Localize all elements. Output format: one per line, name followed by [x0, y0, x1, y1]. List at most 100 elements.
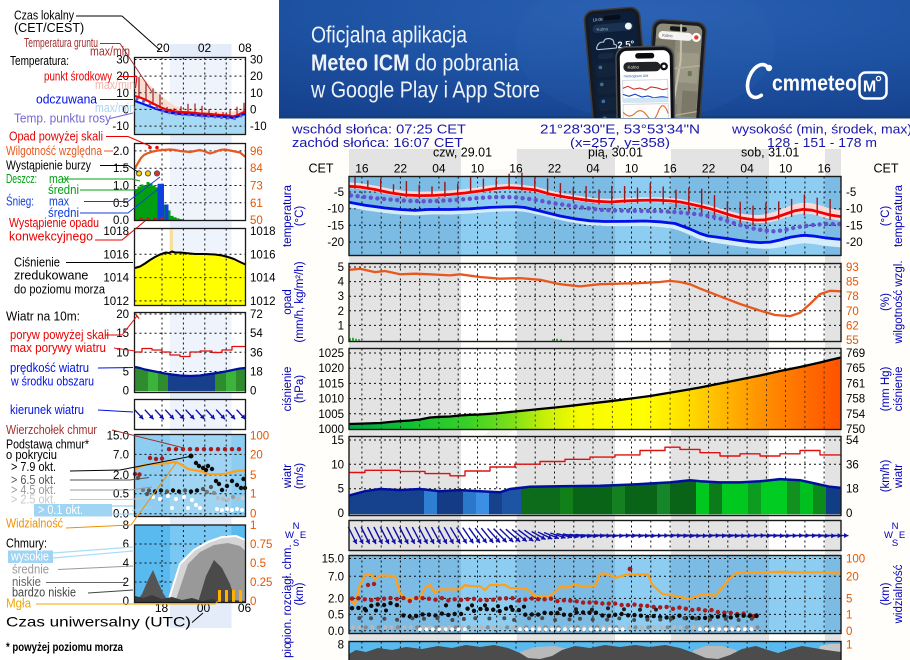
svg-text:punkt środkowy: punkt środkowy	[44, 69, 113, 83]
svg-text:0.5: 0.5	[113, 198, 129, 210]
svg-text:(mm/h, kg/m²/h): (mm/h, kg/m²/h)	[294, 261, 306, 342]
svg-text:meteogram UM: meteogram UM	[624, 74, 649, 78]
svg-text:1015: 1015	[318, 378, 344, 390]
svg-text:2.0: 2.0	[113, 146, 129, 158]
svg-text:Czas uniwersalny (UTC): Czas uniwersalny (UTC)	[6, 614, 191, 630]
svg-text:1016: 1016	[103, 249, 129, 261]
svg-text:18: 18	[846, 484, 859, 496]
svg-text:Meteo ICM do pobrania: Meteo ICM do pobrania	[311, 50, 519, 76]
svg-text:10: 10	[471, 162, 485, 176]
svg-text:czw, 29.01: czw, 29.01	[433, 146, 492, 160]
svg-text:(km): (km)	[294, 582, 306, 605]
svg-text:15: 15	[331, 435, 344, 447]
svg-text:(%): (%)	[880, 293, 892, 311]
svg-text:4: 4	[338, 277, 345, 289]
svg-text:8: 8	[338, 640, 344, 652]
svg-text:-5: -5	[846, 187, 856, 199]
svg-text:-15: -15	[327, 220, 344, 232]
svg-text:(mm Hg): (mm Hg)	[880, 366, 892, 411]
svg-text:20: 20	[116, 309, 129, 321]
svg-text:1: 1	[846, 609, 852, 621]
svg-text:-10: -10	[250, 121, 267, 133]
svg-text:70: 70	[846, 306, 859, 318]
svg-text:20: 20	[250, 71, 263, 83]
svg-text:08: 08	[238, 41, 252, 55]
svg-text:84: 84	[250, 163, 263, 175]
svg-text:e pio: e pio	[282, 643, 294, 660]
svg-text:max: max	[49, 194, 70, 208]
svg-text:opad: opad	[282, 289, 294, 315]
svg-text:Śnieg:: Śnieg:	[6, 193, 34, 208]
svg-text:Kolno: Kolno	[627, 65, 639, 70]
svg-text:85: 85	[846, 277, 859, 289]
svg-text:20: 20	[250, 449, 263, 461]
svg-text:0: 0	[846, 508, 852, 520]
svg-text:0.0: 0.0	[113, 509, 129, 521]
svg-text:0: 0	[123, 104, 129, 116]
svg-text:o pokryciu: o pokryciu	[6, 448, 57, 462]
svg-text:100: 100	[250, 431, 269, 443]
svg-text:zachód słońca: 16:07 CET: zachód słońca: 16:07 CET	[292, 135, 463, 150]
svg-text:16: 16	[355, 162, 369, 176]
svg-text:61: 61	[250, 198, 263, 210]
svg-text:poryw powyżej skali: poryw powyżej skali	[10, 328, 109, 342]
svg-text:max/min: max/min	[95, 101, 135, 115]
svg-text:Podstawa chmur*: Podstawa chmur*	[6, 437, 89, 451]
svg-text:> 0.1 okt.: > 0.1 okt.	[38, 503, 83, 517]
svg-text:2.0: 2.0	[328, 593, 344, 605]
svg-text:średni: średni	[48, 206, 79, 220]
svg-text:0: 0	[250, 509, 256, 521]
svg-text:0.0: 0.0	[328, 626, 344, 638]
svg-text:* powyżej poziomu morza: * powyżej poziomu morza	[6, 642, 124, 654]
svg-text:1025: 1025	[318, 348, 344, 360]
svg-text:36: 36	[846, 459, 859, 471]
svg-text:CET: CET	[874, 162, 899, 176]
svg-text:5: 5	[338, 262, 344, 274]
svg-text:(km/h): (km/h)	[880, 460, 892, 493]
svg-text:30: 30	[116, 54, 129, 66]
svg-text:2: 2	[338, 306, 344, 318]
svg-text:Wystąpienie opadu: Wystąpienie opadu	[9, 216, 99, 230]
svg-text:zredukowane: zredukowane	[14, 269, 88, 283]
svg-text:16: 16	[817, 162, 831, 176]
svg-text:0: 0	[846, 626, 852, 638]
svg-text:Wiatr na 10m:: Wiatr na 10m:	[6, 310, 80, 324]
svg-text:78: 78	[846, 291, 859, 303]
svg-text:54: 54	[846, 435, 859, 447]
svg-text:62: 62	[846, 320, 859, 332]
svg-text:max porywy wiatru: max porywy wiatru	[10, 341, 106, 355]
svg-text:1: 1	[846, 640, 852, 652]
svg-text:0.75: 0.75	[250, 539, 272, 551]
svg-text:temperatura: temperatura	[282, 184, 294, 247]
svg-text:22: 22	[394, 162, 408, 176]
svg-text:55: 55	[846, 335, 859, 347]
svg-text:36: 36	[250, 347, 263, 359]
svg-text:22: 22	[702, 162, 716, 176]
svg-text:761: 761	[846, 378, 865, 390]
svg-text:5: 5	[846, 593, 852, 605]
svg-text:128 - 151 - 178 m: 128 - 151 - 178 m	[767, 135, 877, 150]
svg-text:7.0: 7.0	[328, 571, 344, 583]
svg-text:10: 10	[116, 347, 129, 359]
svg-text:w Google Play i App Store: w Google Play i App Store	[310, 77, 540, 103]
svg-text:-10: -10	[327, 204, 344, 216]
svg-text:cmmeteo: cmmeteo	[772, 71, 857, 96]
svg-text:1012: 1012	[250, 296, 276, 308]
svg-text:1: 1	[250, 520, 256, 532]
svg-text:769: 769	[846, 348, 865, 360]
svg-text:wysokie: wysokie	[10, 549, 49, 563]
svg-text:(°C): (°C)	[294, 206, 306, 227]
svg-text:Widzialność: Widzialność	[6, 517, 63, 531]
svg-text:Wierzchołek chmur: Wierzchołek chmur	[6, 423, 97, 437]
svg-text:3: 3	[338, 291, 344, 303]
svg-text:1020: 1020	[318, 363, 344, 375]
svg-text:2: 2	[123, 577, 129, 589]
svg-text:10: 10	[331, 459, 344, 471]
svg-text:M: M	[863, 79, 876, 96]
svg-text:6: 6	[123, 539, 129, 551]
svg-text:-5: -5	[334, 187, 344, 199]
svg-text:1: 1	[250, 489, 256, 501]
svg-text:1010: 1010	[318, 394, 344, 406]
svg-text:Opad powyżej skali: Opad powyżej skali	[9, 129, 103, 143]
svg-text:-20: -20	[327, 237, 344, 249]
